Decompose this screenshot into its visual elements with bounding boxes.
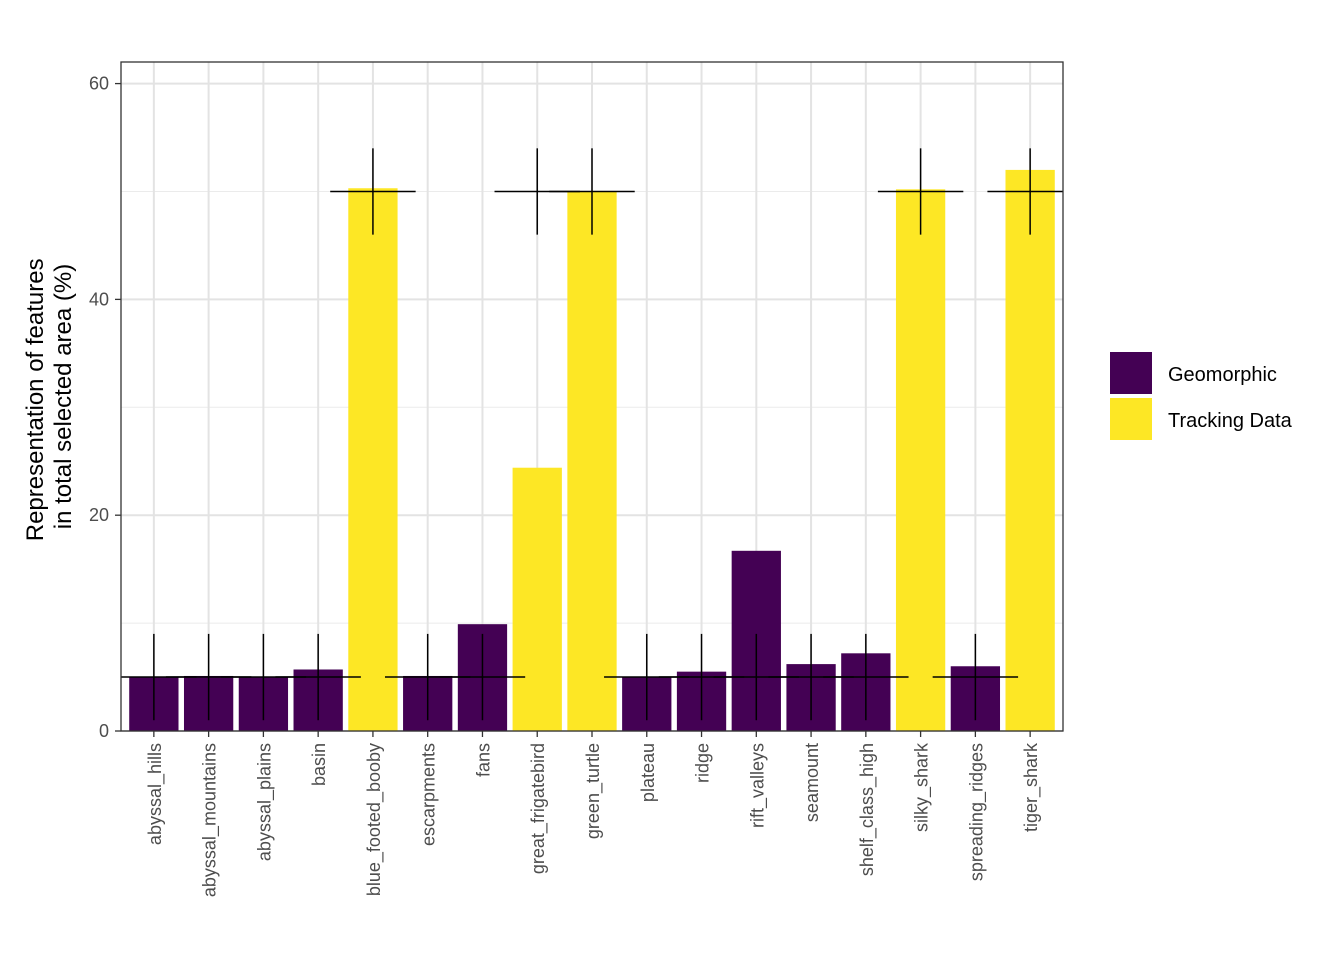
x-tick-label: spreading_ridges [966, 743, 987, 881]
x-tick-label: ridge [693, 743, 713, 783]
x-tick-label: basin [309, 743, 329, 786]
bar-blue-footed-booby [348, 188, 398, 732]
y-tick-label: 60 [89, 74, 109, 94]
x-tick-label: shelf_class_high [857, 743, 878, 876]
legend-label-geomorphic: Geomorphic [1168, 364, 1277, 386]
y-axis: 0 20 40 60 [89, 74, 121, 741]
y-tick-label: 0 [99, 721, 109, 741]
x-tick-label: great_frigatebird [528, 743, 549, 874]
bar-green-turtle [567, 191, 617, 731]
legend-key-tracking-data [1110, 398, 1152, 440]
y-axis-title: Representation of features in total sele… [22, 252, 77, 542]
x-tick-label: seamount [802, 743, 822, 822]
bar-silky-shark [895, 189, 946, 731]
x-tick-label: tiger_shark [1021, 742, 1042, 832]
y-tick-label: 40 [89, 289, 109, 309]
legend: Geomorphic Tracking Data [1110, 352, 1293, 440]
y-tick-label: 20 [89, 505, 109, 525]
legend-label-tracking-data: Tracking Data [1168, 410, 1293, 432]
bar-great-frigatebird [512, 467, 562, 731]
x-tick-label: abyssal_mountains [200, 743, 221, 897]
x-tick-label: silky_shark [912, 742, 933, 832]
x-tick-label: green_turtle [583, 743, 604, 839]
bar-tiger-shark [1005, 169, 1055, 732]
x-tick-label: rift_valleys [747, 743, 768, 828]
x-tick-label: fans [473, 743, 493, 777]
y-axis-title-line-1: Representation of features [22, 258, 49, 541]
x-tick-label: plateau [638, 743, 658, 802]
x-tick-label: abyssal_plains [254, 743, 275, 861]
target-markers [121, 148, 1063, 721]
bars [129, 169, 1055, 732]
x-tick-label: abyssal_hills [145, 743, 166, 845]
x-tick-label: escarpments [419, 743, 439, 846]
x-axis: abyssal_hills abyssal_mountains abyssal_pl… [145, 731, 1042, 897]
legend-key-geomorphic [1110, 352, 1152, 394]
x-tick-label: blue_footed_booby [364, 743, 385, 896]
y-axis-title-line-2: in total selected area (%) [50, 264, 77, 529]
